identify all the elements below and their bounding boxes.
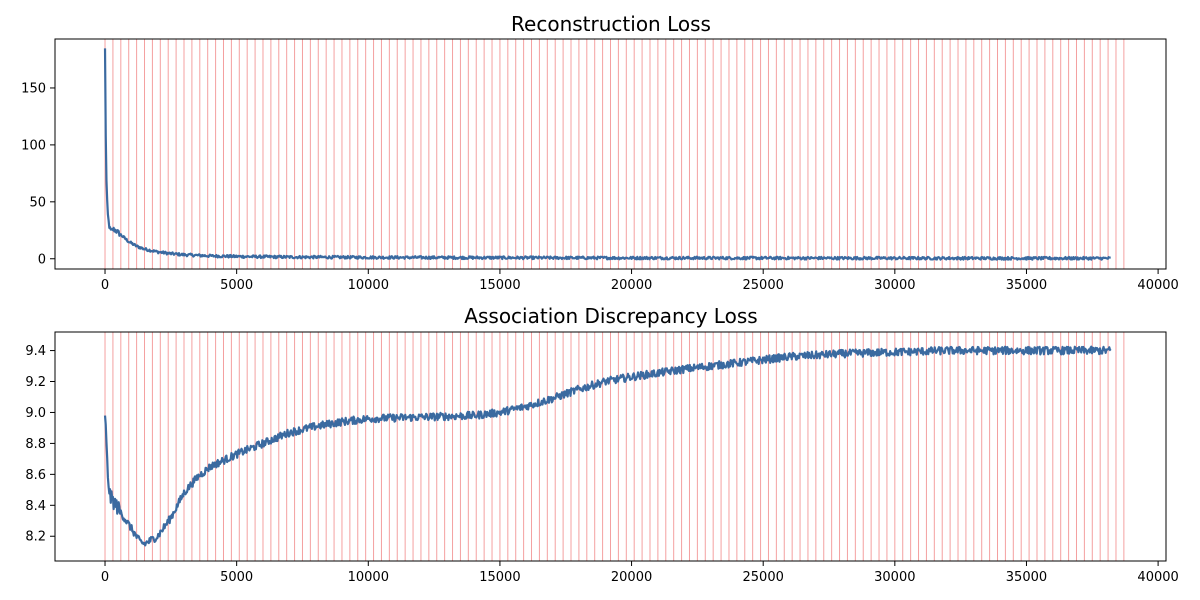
x-tick-label: 30000 <box>874 278 915 293</box>
x-tick-label: 20000 <box>611 278 652 293</box>
x-tick-label: 35000 <box>1006 278 1047 293</box>
epoch-lines <box>104 39 1125 269</box>
y-tick-label: 9.2 <box>25 375 46 390</box>
x-tick-label: 15000 <box>479 278 520 293</box>
loss-series-line <box>103 345 1112 547</box>
y-tick-label: 9.0 <box>25 406 46 421</box>
y-tick-label: 100 <box>21 138 46 153</box>
axes-frame <box>54 331 1167 562</box>
reconstruction-loss-panel: Reconstruction Loss 0 5000 10000 15000 20000… <box>21 12 1179 293</box>
epoch-lines <box>104 332 1125 561</box>
y-tick-label: 150 <box>21 81 46 96</box>
x-tick-label: 5000 <box>220 570 253 585</box>
x-tick-label: 30000 <box>874 570 915 585</box>
x-tick-label: 25000 <box>743 570 784 585</box>
y-tick-label: 0 <box>38 252 46 267</box>
association-discrepancy-loss-title: Association Discrepancy Loss <box>464 304 757 328</box>
x-tick-label: 10000 <box>348 570 389 585</box>
axes-frame <box>54 38 1167 270</box>
reconstruction-loss-title: Reconstruction Loss <box>511 12 711 36</box>
loss-series-line <box>103 48 1112 261</box>
x-tick-label: 5000 <box>220 278 253 293</box>
x-tick-label: 10000 <box>348 278 389 293</box>
x-tick-label: 40000 <box>1137 278 1178 293</box>
y-tick-label: 50 <box>29 195 46 210</box>
y-tick-label: 8.6 <box>25 468 46 483</box>
x-tick-label: 20000 <box>611 570 652 585</box>
x-tick-label: 15000 <box>479 570 520 585</box>
y-tick-label: 8.8 <box>25 437 46 452</box>
x-tick-label: 0 <box>101 278 109 293</box>
x-tick-label: 0 <box>101 570 109 585</box>
y-tick-label: 9.4 <box>25 344 46 359</box>
y-tick-label: 8.2 <box>25 530 46 545</box>
association-discrepancy-loss-panel: Association Discrepancy Loss 0 5000 10000 1… <box>25 304 1178 585</box>
x-tick-label: 35000 <box>1006 570 1047 585</box>
x-tick-label: 25000 <box>743 278 784 293</box>
x-tick-label: 40000 <box>1137 570 1178 585</box>
y-tick-label: 8.4 <box>25 499 46 514</box>
